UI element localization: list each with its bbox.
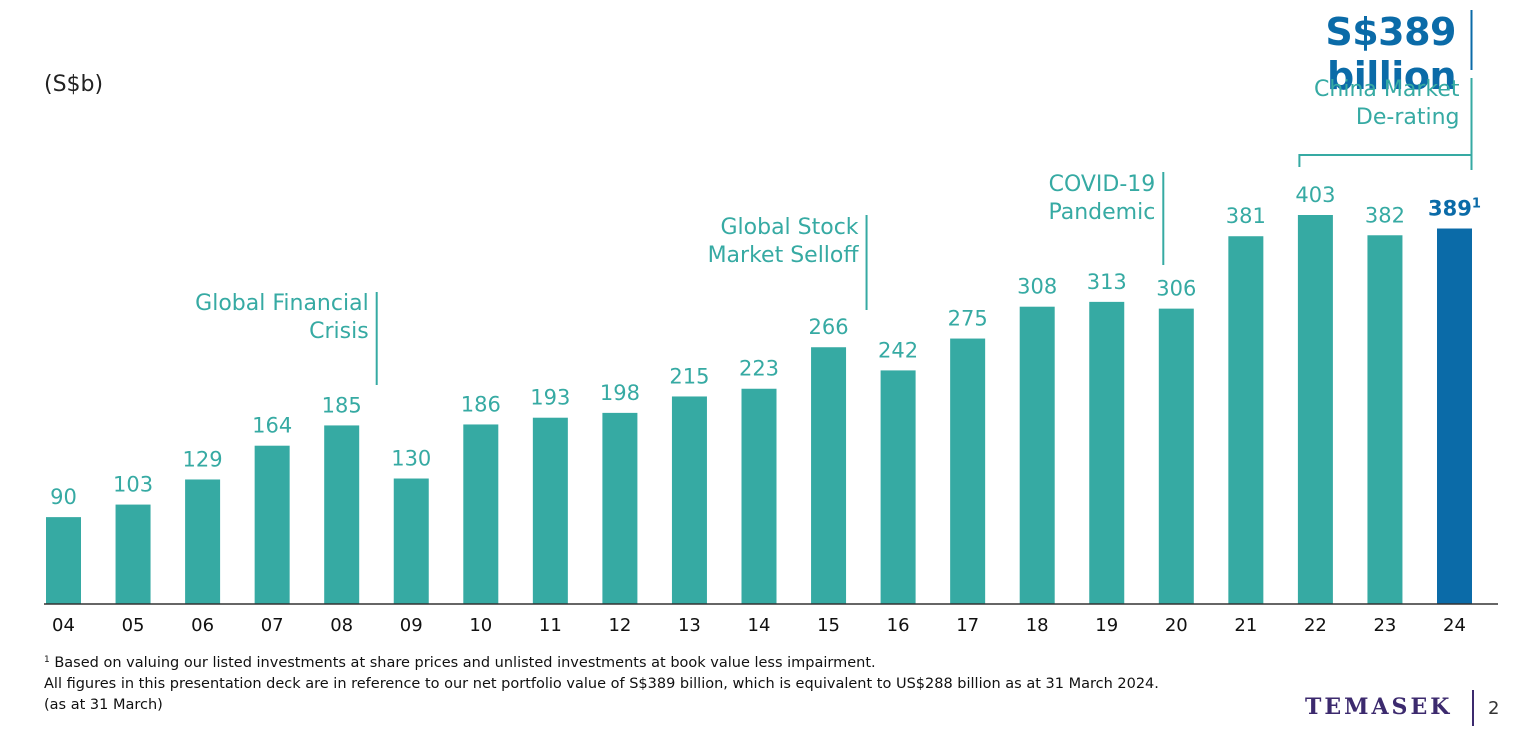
bar-10 bbox=[463, 424, 499, 604]
x-tick-23: 23 bbox=[1373, 615, 1396, 636]
data-label-06: 129 bbox=[183, 447, 223, 471]
x-tick-07: 07 bbox=[261, 615, 284, 636]
footnote-line-2: All figures in this presentation deck ar… bbox=[44, 676, 1159, 692]
data-label-24: 3891 bbox=[1428, 197, 1481, 221]
bar-09 bbox=[393, 478, 429, 604]
footnote: 1 Based on valuing our listed investment… bbox=[44, 650, 1159, 695]
bar-04 bbox=[46, 517, 81, 604]
x-tick-09: 09 bbox=[400, 615, 423, 636]
annotation-gfc-line-1: Global Financial bbox=[195, 291, 369, 316]
x-tick-24: 24 bbox=[1443, 615, 1466, 636]
data-label-04: 90 bbox=[50, 485, 77, 509]
footnote-marker: 1 bbox=[44, 655, 50, 665]
data-label-superscript: 1 bbox=[1472, 197, 1481, 212]
bar-14 bbox=[741, 388, 777, 604]
bar-20 bbox=[1158, 308, 1194, 604]
headline-value: S$389 billion bbox=[1325, 10, 1456, 98]
x-tick-22: 22 bbox=[1304, 615, 1327, 636]
x-tick-14: 14 bbox=[748, 615, 771, 636]
annotation-china-line-1: China Market bbox=[1314, 77, 1460, 102]
data-label-14: 223 bbox=[739, 357, 779, 381]
annotations-group: Global Financial Crisis Global Stock Market… bbox=[195, 10, 1473, 385]
bar-17 bbox=[950, 338, 986, 604]
bar-11 bbox=[532, 417, 568, 604]
data-label-10: 186 bbox=[461, 392, 501, 416]
annotation-china-line-2: De-rating bbox=[1356, 105, 1460, 130]
data-label-17: 275 bbox=[948, 307, 988, 331]
bar-13 bbox=[671, 396, 707, 604]
data-label-15: 266 bbox=[809, 315, 849, 339]
bar-06 bbox=[185, 479, 221, 604]
x-tick-17: 17 bbox=[956, 615, 979, 636]
x-tick-05: 05 bbox=[122, 615, 145, 636]
x-tick-21: 21 bbox=[1234, 615, 1257, 636]
bar-18 bbox=[1019, 306, 1055, 604]
bar-24 bbox=[1437, 228, 1472, 604]
annotation-covid-line-2: Pandemic bbox=[1048, 200, 1155, 225]
data-label-13: 215 bbox=[669, 364, 709, 388]
data-label-09: 130 bbox=[391, 447, 431, 471]
x-tick-19: 19 bbox=[1095, 615, 1118, 636]
bar-08 bbox=[324, 425, 360, 604]
x-tick-10: 10 bbox=[469, 615, 492, 636]
annotation-selloff-line-1: Global Stock bbox=[720, 215, 858, 240]
data-label-16: 242 bbox=[878, 338, 918, 362]
data-label-18: 308 bbox=[1017, 275, 1057, 299]
data-label-19: 313 bbox=[1087, 270, 1127, 294]
data-label-20: 306 bbox=[1156, 277, 1196, 301]
x-tick-12: 12 bbox=[608, 615, 631, 636]
bar-21 bbox=[1228, 236, 1264, 605]
footnote-line-1: 1 Based on valuing our listed investment… bbox=[44, 650, 1159, 674]
annotation-covid-line-1: COVID-19 bbox=[1049, 172, 1156, 197]
data-label-21: 381 bbox=[1226, 204, 1266, 228]
x-tick-08: 08 bbox=[330, 615, 353, 636]
annotation-gfc-line-2: Crisis bbox=[309, 319, 369, 344]
bar-15 bbox=[811, 347, 847, 604]
annotation-selloff-line-2: Market Selloff bbox=[708, 243, 860, 268]
logo-divider bbox=[1472, 690, 1474, 726]
data-label-23: 382 bbox=[1365, 203, 1405, 227]
as-at-note: (as at 31 March) bbox=[44, 697, 163, 713]
footnote-text-1: Based on valuing our listed investments … bbox=[54, 655, 876, 671]
bar-23 bbox=[1367, 235, 1403, 604]
x-tick-20: 20 bbox=[1165, 615, 1188, 636]
x-tick-04: 04 bbox=[52, 615, 75, 636]
data-label-22: 403 bbox=[1295, 183, 1335, 207]
page-number: 2 bbox=[1488, 698, 1500, 719]
bars-group: 9004103051290616407185081300918610193111… bbox=[46, 183, 1481, 636]
bar-19 bbox=[1089, 301, 1125, 604]
bar-12 bbox=[602, 412, 638, 604]
x-tick-11: 11 bbox=[539, 615, 562, 636]
data-label-07: 164 bbox=[252, 414, 292, 438]
bar-22 bbox=[1297, 215, 1333, 604]
bar-05 bbox=[115, 504, 151, 604]
bar-07 bbox=[254, 445, 290, 604]
annotation-china-bracket bbox=[1298, 154, 1472, 167]
data-label-11: 193 bbox=[530, 386, 570, 410]
x-tick-18: 18 bbox=[1026, 615, 1049, 636]
temasek-logo: TEMASEK bbox=[1305, 694, 1453, 720]
data-label-08: 185 bbox=[322, 393, 362, 417]
x-tick-15: 15 bbox=[817, 615, 840, 636]
y-unit-label: (S$b) bbox=[44, 72, 104, 97]
x-tick-13: 13 bbox=[678, 615, 701, 636]
data-label-12: 198 bbox=[600, 381, 640, 405]
x-tick-16: 16 bbox=[887, 615, 910, 636]
data-label-05: 103 bbox=[113, 473, 153, 497]
bar-16 bbox=[880, 370, 916, 604]
x-tick-06: 06 bbox=[191, 615, 214, 636]
